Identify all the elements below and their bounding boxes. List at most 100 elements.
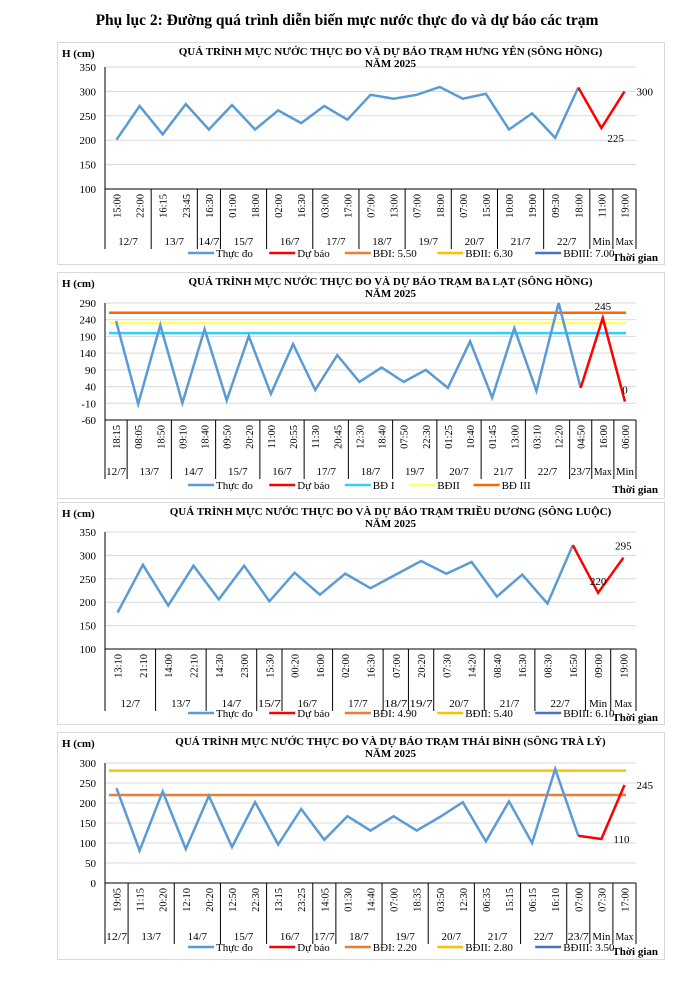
date-group-label: 21/7 (511, 236, 531, 248)
date-group-label: 12/7 (106, 466, 127, 478)
chart-title: QUÁ TRÌNH MỰC NƯỚC THỰC ĐO VÀ DỰ BÁO TRẠ… (175, 735, 606, 748)
legend-label: BĐIII: 7.00 (563, 248, 615, 260)
date-group-label: Min (592, 236, 610, 248)
x-tick-label: 23:45 (182, 194, 193, 218)
x-tick-label: 01:30 (343, 888, 354, 912)
chart-title: QUÁ TRÌNH MỰC NƯỚC THỰC ĐO VÀ DỰ BÁO TRẠ… (179, 45, 603, 58)
data-label: 0 (622, 385, 628, 397)
chart-subtitle: NĂM 2025 (365, 58, 417, 70)
x-axis-title: Thời gian (612, 484, 658, 496)
x-tick-label: 18:00 (574, 194, 585, 218)
x-tick-label: 20:20 (159, 888, 170, 912)
x-tick-label: 09:10 (178, 425, 189, 449)
x-tick-label: 20:55 (289, 425, 300, 449)
x-tick-label: 00:20 (291, 654, 302, 678)
x-tick-label: 02:00 (274, 194, 285, 218)
y-axis-title: H (cm) (62, 508, 95, 520)
x-tick-label: 06:35 (482, 888, 493, 912)
x-tick-label: 19:00 (619, 654, 630, 678)
x-tick-label: 04:50 (577, 425, 588, 449)
date-group-label: 13/7 (139, 466, 159, 478)
date-group-label: 14/7 (188, 931, 208, 943)
legend-label: BĐII: 5.40 (465, 708, 513, 720)
x-tick-label: 18:50 (156, 425, 167, 449)
x-tick-label: 14:40 (367, 888, 378, 912)
date-group-label: Max (594, 466, 612, 478)
legend-label: BĐ III (502, 480, 531, 492)
x-tick-label: 14:30 (215, 654, 226, 678)
legend-label: Thực đo (216, 708, 253, 720)
x-tick-label: 09:00 (594, 654, 605, 678)
legend-label: BĐ I (373, 480, 395, 492)
x-tick-label: 16:00 (599, 425, 610, 449)
y-tick-label: 100 (80, 838, 97, 850)
x-tick-label: 08:40 (493, 654, 504, 678)
chart-trieu-duong: 100 150 200 250 300 350 QUÁ TRÌNH MỰC NƯỚC THỰ… (57, 502, 665, 725)
y-tick-label: 250 (80, 111, 97, 123)
date-group-label: 18/7 (372, 236, 392, 248)
x-tick-label: 12:30 (355, 425, 366, 449)
x-tick-label: 13:10 (114, 654, 125, 678)
legend-label: Thực đo (216, 942, 253, 954)
date-group-label: 12/7 (118, 236, 138, 248)
date-group-label: 19/7 (395, 931, 415, 943)
x-tick-label: 11:00 (597, 194, 608, 218)
x-tick-label: 07:30 (597, 888, 608, 912)
x-tick-label: 03:00 (320, 194, 331, 218)
y-tick-label: 40 (85, 382, 97, 394)
date-group-label: Min (589, 698, 607, 710)
y-tick-label: 300 (80, 550, 97, 562)
date-group-label: 14/7 (222, 698, 242, 710)
legend-label: Dự báo (297, 942, 330, 954)
y-tick-label: 250 (80, 778, 97, 790)
x-tick-label: 18:40 (201, 425, 212, 449)
y-tick-label: 350 (80, 527, 97, 539)
date-group-label: 19/7 (409, 698, 433, 710)
legend-label: BĐI: 5.50 (373, 248, 418, 260)
y-tick-label: 100 (80, 184, 97, 196)
date-group-label: 16/7 (280, 931, 300, 943)
x-tick-label: 12:30 (459, 888, 470, 912)
legend-label: BĐIII: 3.50 (563, 942, 615, 954)
x-tick-label: 20:20 (205, 888, 216, 912)
x-tick-label: 14:05 (320, 888, 331, 912)
x-tick-label: 09:50 (223, 425, 234, 449)
y-tick-label: 150 (80, 160, 97, 172)
date-group-label: Min (616, 466, 634, 478)
forecast-line (578, 784, 626, 841)
x-tick-label: 13:15 (274, 888, 285, 912)
page-title: Phụ lục 2: Đường quá trình diễn biến mực… (95, 12, 599, 29)
x-tick-label: 22:30 (422, 425, 433, 449)
x-tick-label: 14:20 (468, 654, 479, 678)
legend-label: Dự báo (297, 480, 330, 492)
legend-label: Dự báo (297, 248, 330, 260)
date-group-label: 22/7 (550, 698, 570, 710)
date-group-label: 13/7 (171, 698, 191, 710)
x-tick-label: 09:30 (551, 194, 562, 218)
x-tick-label: 12:50 (228, 888, 239, 912)
date-group-label: Max (615, 236, 633, 248)
chart-svg: 100 150 200 250 300 350 QUÁ TRÌNH MỰC NƯỚC THỰ… (62, 505, 658, 724)
y-tick-label: 300 (80, 758, 97, 770)
y-tick-label: 200 (80, 798, 97, 810)
date-group-label: 14/7 (184, 466, 204, 478)
x-tick-label: 08:30 (544, 654, 555, 678)
x-tick-label: 01:00 (228, 194, 239, 218)
y-tick-label: -10 (81, 398, 96, 410)
date-group-label: 22/7 (534, 931, 554, 943)
x-tick-label: 06:00 (621, 425, 632, 449)
legend-label: BĐI: 4.90 (373, 708, 418, 720)
y-tick-label: 240 (80, 315, 97, 327)
date-group-label: Max (614, 698, 632, 710)
x-tick-label: 15:30 (265, 654, 276, 678)
x-tick-label: 18:00 (251, 194, 262, 218)
legend-label: BĐIII: 6.10 (563, 708, 615, 720)
x-tick-label: 17:00 (343, 194, 354, 218)
x-tick-label: 10:40 (466, 425, 477, 449)
legend-label: BĐII (437, 480, 460, 492)
data-label: 245 (595, 301, 612, 313)
x-tick-label: 02:00 (341, 654, 352, 678)
x-tick-label: 22:30 (251, 888, 262, 912)
date-group-label: 12/7 (106, 931, 128, 943)
date-group-label: 18/7 (384, 698, 408, 710)
